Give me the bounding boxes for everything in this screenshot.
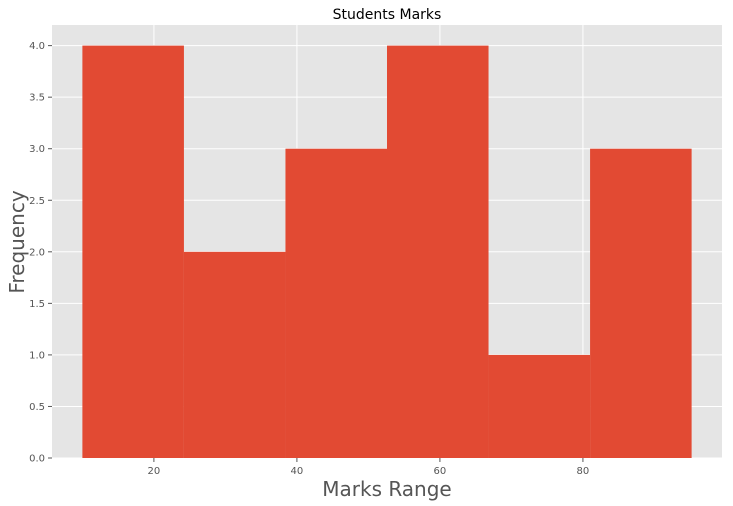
histogram-bars xyxy=(82,45,692,458)
y-tick-label-3: 1.5 xyxy=(29,299,45,310)
histogram-bar-5 xyxy=(590,148,692,458)
y-tick-label-0: 0.0 xyxy=(29,454,45,465)
chart-title: Students Marks xyxy=(333,7,442,23)
y-tick-label-7: 3.5 xyxy=(29,93,45,104)
histogram-bar-2 xyxy=(285,148,387,458)
x-tick-label-0: 20 xyxy=(148,466,161,477)
y-tick-label-5: 2.5 xyxy=(29,196,45,207)
histogram-bar-0 xyxy=(82,45,184,458)
y-tick-label-6: 3.0 xyxy=(29,144,45,155)
x-tick-label-3: 80 xyxy=(577,466,590,477)
y-tick-label-2: 1.0 xyxy=(29,350,45,361)
x-tick-label-2: 60 xyxy=(434,466,447,477)
histogram-bar-4 xyxy=(488,354,591,458)
y-axis-label: Frequency xyxy=(5,190,29,293)
x-tick-label-1: 40 xyxy=(291,466,304,477)
histogram-bar-3 xyxy=(387,45,489,458)
y-tick-label-4: 2.0 xyxy=(29,247,45,258)
y-tick-label-8: 4.0 xyxy=(29,41,45,52)
axis-ticks: 0.0 0.5 1.0 1.5 2.0 2.5 3.0 3.5 4.0 20 40 60 80 xyxy=(29,41,589,477)
y-tick-label-1: 0.5 xyxy=(29,402,45,413)
histogram-bar-1 xyxy=(183,251,286,458)
x-axis-label: Marks Range xyxy=(322,477,451,501)
